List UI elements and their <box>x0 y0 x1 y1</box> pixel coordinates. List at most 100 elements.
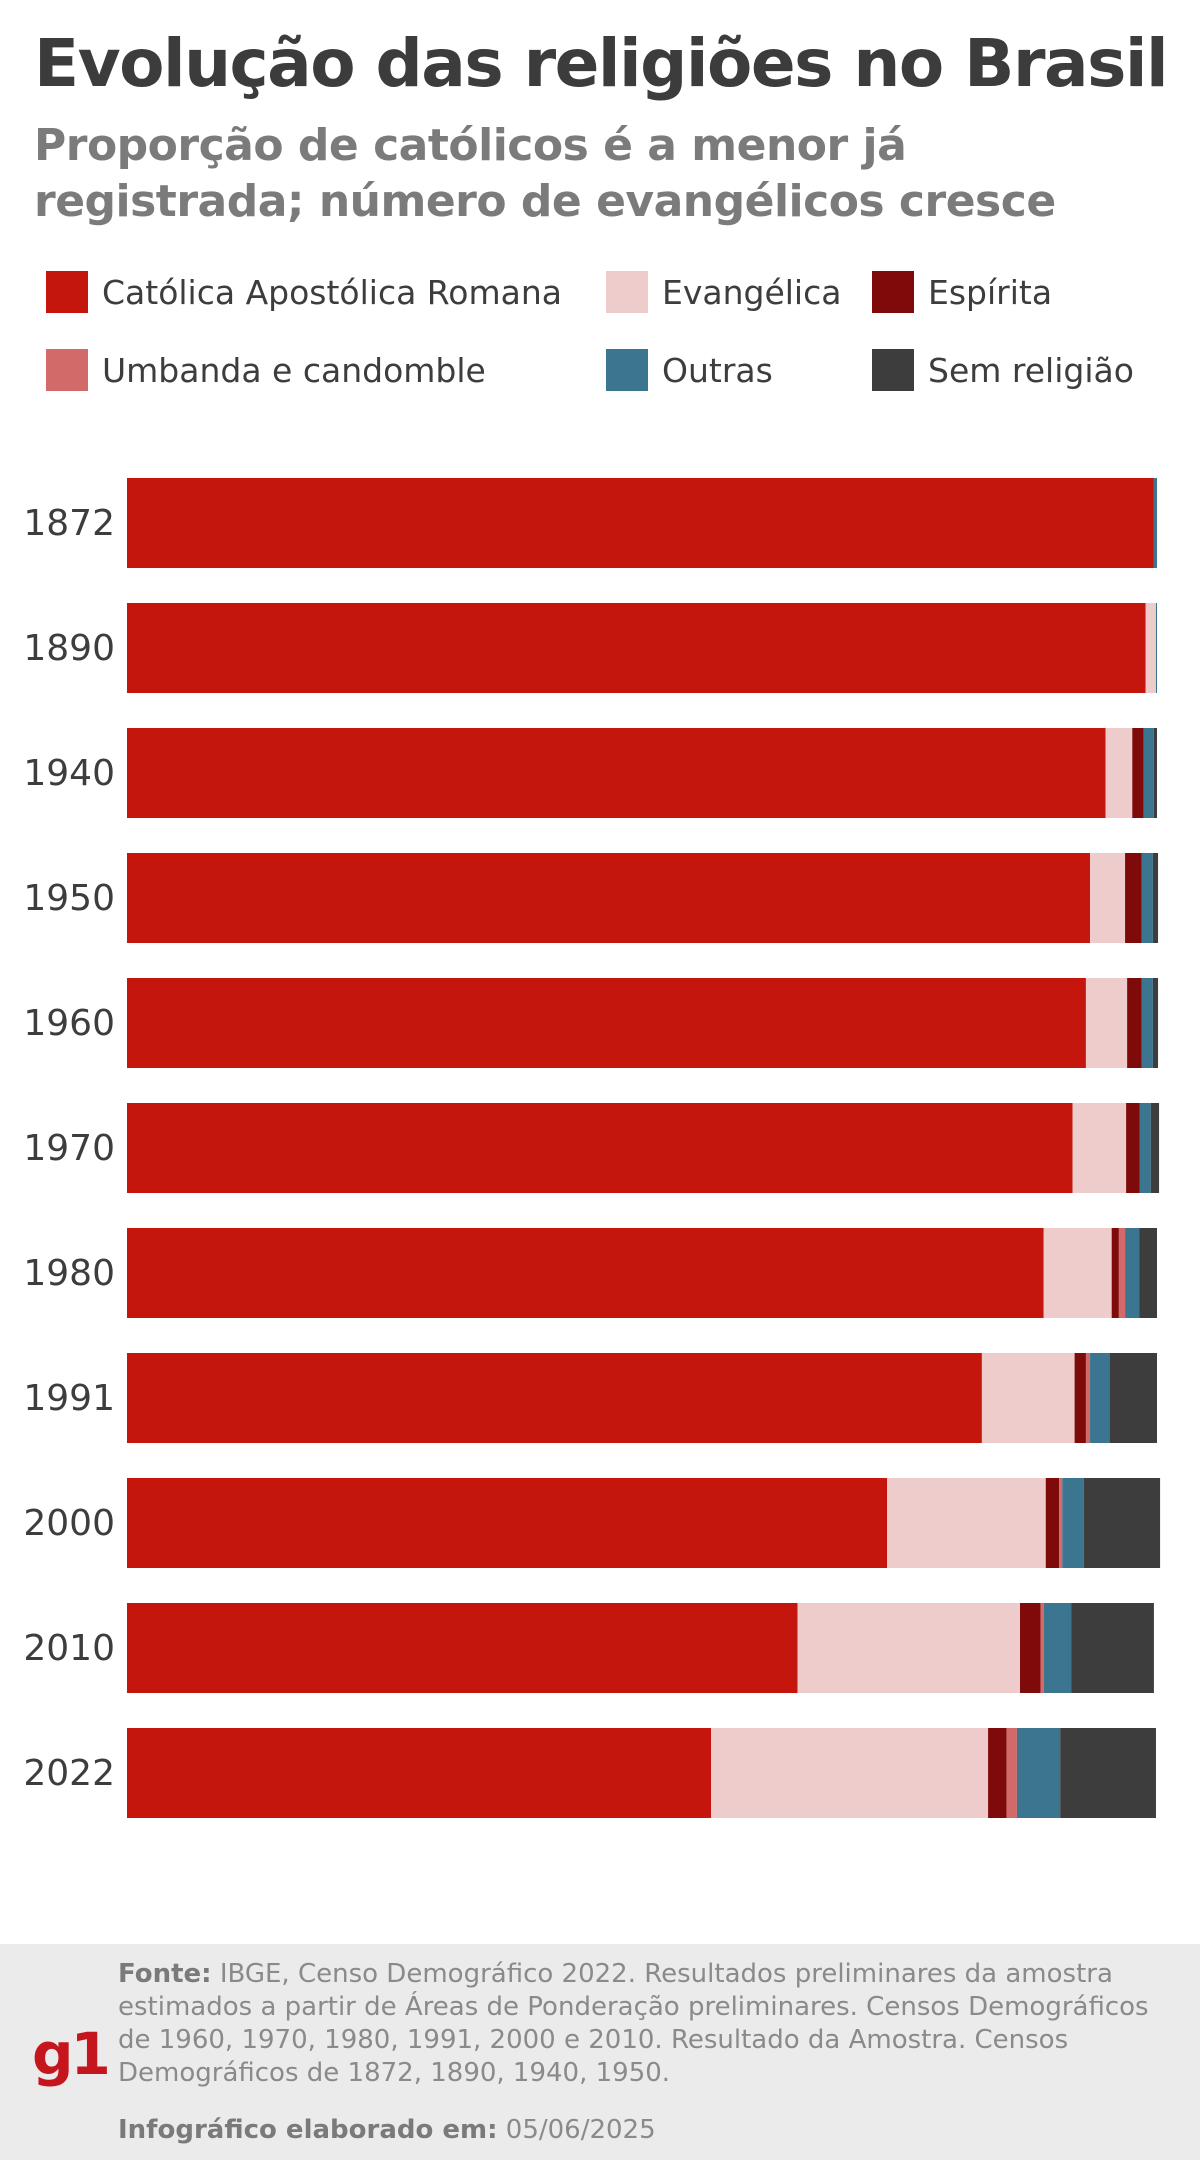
bar-segment-1980-s3 <box>1118 1228 1126 1318</box>
source-note: Fonte: IBGE, Censo Demográfico 2022. Res… <box>118 1958 1158 2090</box>
bar-segment-1991-s0 <box>127 1353 982 1443</box>
bar-segment-1991-s3 <box>1085 1353 1091 1443</box>
bar-segment-1872-s4 <box>1153 478 1157 568</box>
bar-segment-1960-s1 <box>1085 978 1128 1068</box>
bar-row-1890: 1890 <box>23 603 1157 693</box>
bar-row-1970: 1970 <box>23 1103 1160 1193</box>
legend-swatch <box>46 349 88 391</box>
footer: g1 Fonte: IBGE, Censo Demográfico 2022. … <box>0 1944 1200 2160</box>
bar-segment-2022-s5 <box>1060 1728 1156 1818</box>
bar-segment-1960-s5 <box>1152 978 1159 1068</box>
legend-swatch <box>872 271 914 313</box>
bar-segment-1970-s1 <box>1072 1103 1127 1193</box>
bar-segment-1970-s0 <box>127 1103 1073 1193</box>
bar-row-2022: 2022 <box>23 1728 1156 1818</box>
bar-segment-2022-s3 <box>1006 1728 1017 1818</box>
bar-segment-1980-s4 <box>1125 1228 1140 1318</box>
bar-segment-2000-s1 <box>887 1478 1046 1568</box>
bar-segment-1890-s0 <box>127 603 1146 693</box>
bar-row-1872: 1872 <box>23 478 1157 568</box>
legend-item-espirita: Espírita <box>872 270 1052 314</box>
legend-swatch <box>606 271 648 313</box>
bar-segment-2022-s4 <box>1016 1728 1061 1818</box>
bar-segment-1991-s2 <box>1074 1353 1086 1443</box>
bar-row-1991: 1991 <box>23 1353 1157 1443</box>
legend-label: Católica Apostólica Romana <box>102 272 562 312</box>
legend-label: Outras <box>662 350 773 390</box>
bar-row-1960: 1960 <box>23 978 1159 1068</box>
chart-subtitle: Proporção de católicos é a menor já regi… <box>34 120 1056 227</box>
legend: Católica Apostólica Romana Evangélica Es… <box>46 270 1176 410</box>
bar-segment-1950-s4 <box>1141 853 1153 943</box>
bar-segment-1980-s5 <box>1139 1228 1157 1318</box>
bar-segment-2000-s4 <box>1062 1478 1084 1568</box>
bar-segment-1940-s4 <box>1143 728 1154 818</box>
legend-item-catolica: Católica Apostólica Romana <box>46 270 562 314</box>
bar-segment-2022-s2 <box>988 1728 1007 1818</box>
bar-segment-1890-s4 <box>1155 603 1157 693</box>
tick-label-1890: 1890 <box>23 628 115 669</box>
legend-item-umbanda: Umbanda e candomble <box>46 348 486 392</box>
tick-label-1960: 1960 <box>23 1003 115 1044</box>
bar-segment-1991-s5 <box>1109 1353 1157 1443</box>
bar-segment-1970-s4 <box>1139 1103 1151 1193</box>
chart-title: Evolução das religiões no Brasil <box>34 25 1169 102</box>
bar-segment-2000-s0 <box>127 1478 888 1568</box>
source-text: IBGE, Censo Demográfico 2022. Resultados… <box>118 1959 1149 2088</box>
bar-segment-1950-s1 <box>1090 853 1126 943</box>
bar-row-1980: 1980 <box>23 1228 1157 1318</box>
tick-label-1991: 1991 <box>23 1378 115 1419</box>
made-date: 05/06/2025 <box>505 2115 656 2145</box>
bar-segment-1890-s1 <box>1145 603 1156 693</box>
bar-segment-1980-s0 <box>127 1228 1044 1318</box>
legend-swatch <box>872 349 914 391</box>
legend-label: Umbanda e candomble <box>102 350 486 390</box>
bar-segment-1872-s0 <box>127 478 1154 568</box>
legend-label: Espírita <box>928 272 1053 312</box>
made-label: Infográfico elaborado em: <box>118 2115 498 2145</box>
legend-label: Evangélica <box>662 272 842 312</box>
legend-item-sem-religiao: Sem religião <box>872 348 1134 392</box>
bar-segment-1980-s1 <box>1043 1228 1112 1318</box>
tick-label-2010: 2010 <box>23 1628 115 1669</box>
bar-segment-1940-s0 <box>127 728 1106 818</box>
bar-segment-1940-s1 <box>1105 728 1133 818</box>
tick-label-1872: 1872 <box>23 503 115 544</box>
bar-segment-2010-s0 <box>127 1603 798 1693</box>
stacked-bar-chart: 1872 1890 1940 1950 1960 1970 1980 1991 2000 2010… <box>23 478 1161 1818</box>
bar-segment-1950-s5 <box>1152 853 1159 943</box>
bar-segment-1960-s4 <box>1141 978 1153 1068</box>
tick-label-1970: 1970 <box>23 1128 115 1169</box>
bar-segment-2000-s3 <box>1059 1478 1063 1568</box>
bar-segment-1940-s2 <box>1132 728 1144 818</box>
bar-row-1940: 1940 <box>23 728 1157 818</box>
legend-swatch <box>606 349 648 391</box>
bar-segment-1970-s2 <box>1126 1103 1140 1193</box>
bar-segment-2010-s4 <box>1043 1603 1072 1693</box>
tick-label-2000: 2000 <box>23 1503 115 1544</box>
legend-label: Sem religião <box>928 350 1134 390</box>
bar-segment-2000-s5 <box>1083 1478 1161 1568</box>
bar-segment-1950-s0 <box>127 853 1091 943</box>
bar-row-1950: 1950 <box>23 853 1159 943</box>
bar-segment-2010-s1 <box>797 1603 1021 1693</box>
legend-item-evangelica: Evangélica <box>606 270 841 314</box>
source-label: Fonte: <box>118 1959 212 1989</box>
bar-segment-2010-s2 <box>1020 1603 1041 1693</box>
bar-row-2000: 2000 <box>23 1478 1161 1568</box>
bar-segment-1960-s0 <box>127 978 1086 1068</box>
legend-swatch <box>46 271 88 313</box>
tick-label-2022: 2022 <box>23 1753 115 1794</box>
tick-label-1980: 1980 <box>23 1253 115 1294</box>
bar-segment-1980-s2 <box>1111 1228 1119 1318</box>
bar-segment-1970-s5 <box>1150 1103 1160 1193</box>
bar-segment-2022-s1 <box>711 1728 989 1818</box>
bar-segment-1960-s2 <box>1127 978 1142 1068</box>
bar-segment-1991-s4 <box>1090 1353 1110 1443</box>
bar-segment-1950-s2 <box>1125 853 1142 943</box>
bar-segment-2010-s5 <box>1071 1603 1154 1693</box>
tick-label-1950: 1950 <box>23 878 115 919</box>
made-date-note: Infográfico elaborado em: 05/06/2025 <box>118 2114 1158 2147</box>
bar-segment-1940-s5 <box>1153 728 1157 818</box>
bar-segment-2000-s2 <box>1045 1478 1060 1568</box>
